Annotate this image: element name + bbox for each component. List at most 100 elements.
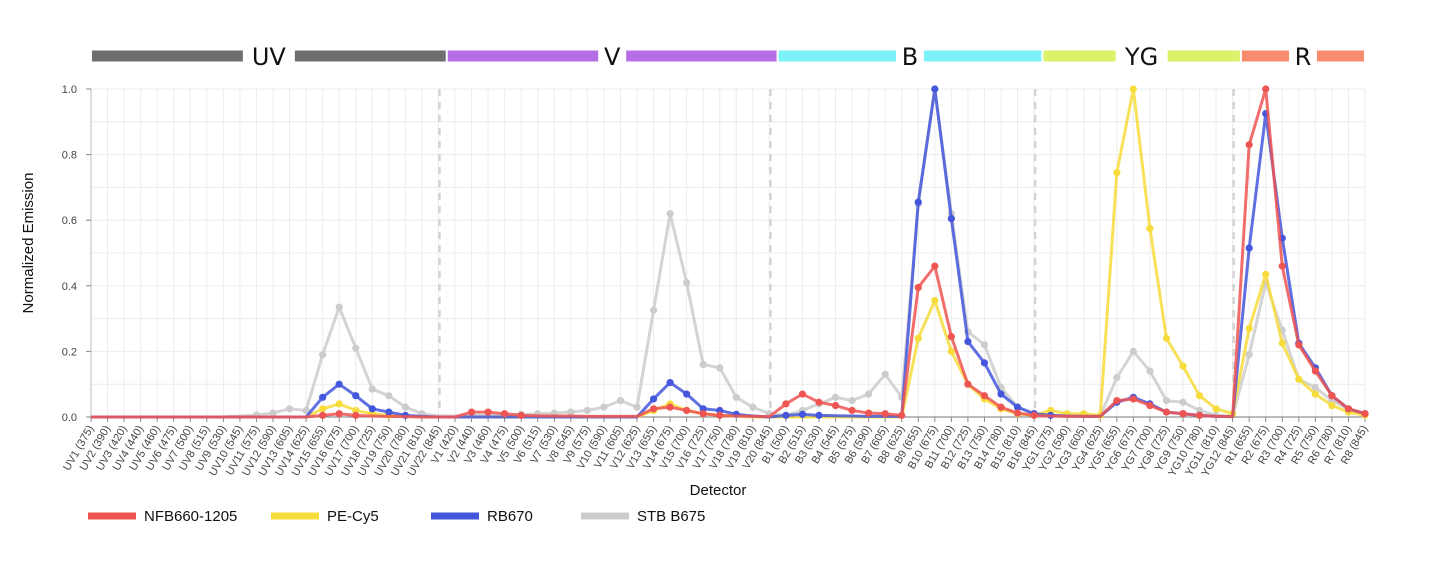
data-point-nfb660-1205: [914, 283, 922, 292]
data-point-stb-b675: [401, 403, 409, 411]
data-point-stb-b675: [1245, 351, 1253, 359]
data-point-nfb660-1205: [699, 410, 707, 418]
data-point-nfb660-1205: [1328, 392, 1336, 400]
data-point-nfb660-1205: [666, 403, 674, 411]
data-point-nfb660-1205: [898, 411, 906, 419]
data-point-pe-cy5: [1179, 362, 1187, 370]
laser-label-v: V: [604, 43, 621, 71]
data-point-nfb660-1205: [517, 411, 525, 419]
data-point-pe-cy5: [1047, 406, 1055, 415]
data-point-pe-cy5: [1162, 334, 1171, 342]
data-point-pe-cy5: [1328, 401, 1336, 410]
data-point-rb670: [368, 405, 376, 413]
data-point-nfb660-1205: [484, 408, 492, 416]
data-point-rb670: [1245, 244, 1253, 252]
data-point-nfb660-1205: [1245, 141, 1253, 149]
data-point-nfb660-1205: [319, 411, 327, 419]
data-point-nfb660-1205: [1113, 397, 1121, 405]
legend-item-rb670: RB670: [431, 508, 533, 525]
data-point-rb670: [699, 405, 707, 413]
data-point-stb-b675: [633, 403, 641, 411]
data-point-nfb660-1205: [1162, 408, 1171, 416]
data-point-stb-b675: [385, 392, 393, 400]
data-point-nfb660-1205: [1295, 341, 1303, 349]
laser-label-r: R: [1295, 43, 1312, 71]
data-point-pe-cy5: [1311, 390, 1319, 398]
data-point-pe-cy5: [1113, 169, 1121, 177]
data-point-pe-cy5: [335, 400, 343, 408]
data-point-stb-b675: [583, 406, 591, 415]
data-point-stb-b675: [865, 390, 873, 398]
data-point-rb670: [947, 214, 955, 223]
data-point-nfb660-1205: [1278, 262, 1286, 270]
data-point-stb-b675: [749, 403, 757, 411]
data-point-stb-b675: [683, 278, 691, 287]
series-stb-b675: [91, 85, 1369, 419]
legend-item-stb-b675: STB B675: [581, 508, 705, 525]
data-point-stb-b675: [1146, 367, 1154, 375]
data-point-stb-b675: [831, 393, 840, 401]
y-tick-label: 0.6: [62, 215, 77, 227]
data-point-pe-cy5: [931, 296, 939, 305]
data-point-stb-b675: [1195, 406, 1204, 415]
data-point-nfb660-1205: [716, 411, 724, 419]
data-point-nfb660-1205: [815, 398, 823, 406]
data-point-pe-cy5: [1195, 392, 1204, 400]
laser-label-b: B: [902, 43, 918, 71]
series-group: [91, 85, 1369, 419]
data-point-stb-b675: [1113, 374, 1121, 382]
data-point-nfb660-1205: [1013, 409, 1022, 417]
data-point-pe-cy5: [1212, 405, 1220, 413]
data-point-rb670: [649, 395, 658, 403]
data-point-nfb660-1205: [865, 409, 873, 417]
series-nfb660-1205: [91, 85, 1369, 419]
data-point-stb-b675: [1179, 398, 1187, 406]
data-point-rb670: [319, 393, 327, 401]
y-tick-label: 0.2: [62, 346, 77, 358]
data-point-pe-cy5: [352, 406, 360, 415]
data-point-rb670: [1013, 403, 1022, 411]
data-point-rb670: [980, 359, 989, 367]
data-point-nfb660-1205: [352, 411, 360, 419]
legend-item-pe-cy5: PE-Cy5: [271, 508, 379, 525]
legend-label-nfb660-1205: NFB660-1205: [144, 508, 237, 525]
data-point-pe-cy5: [1278, 339, 1286, 347]
laser-bar: UV V B YG R: [92, 43, 1364, 71]
data-point-stb-b675: [649, 306, 658, 314]
data-point-pe-cy5: [1129, 85, 1137, 93]
data-point-rb670: [716, 406, 724, 415]
data-point-nfb660-1205: [1311, 367, 1319, 375]
series-rb670: [91, 85, 1369, 419]
data-point-rb670: [815, 411, 823, 419]
legend: NFB660-1205 PE-Cy5 RB670 STB B675: [88, 508, 705, 525]
data-point-stb-b675: [335, 303, 343, 311]
data-point-nfb660-1205: [1262, 85, 1270, 93]
data-point-nfb660-1205: [881, 410, 889, 418]
series-pe-cy5: [91, 85, 1369, 419]
y-axis-title: Normalized Emission: [20, 173, 37, 314]
data-point-pe-cy5: [319, 405, 327, 413]
x-axis-title: Detector: [690, 482, 747, 499]
data-point-stb-b675: [567, 408, 575, 416]
legend-label-rb670: RB670: [487, 508, 533, 525]
data-point-nfb660-1205: [980, 392, 989, 400]
data-point-stb-b675: [1162, 397, 1171, 405]
legend-item-nfb660-1205: NFB660-1205: [88, 508, 237, 525]
data-point-stb-b675: [980, 341, 989, 349]
data-point-pe-cy5: [1295, 375, 1303, 383]
data-point-rb670: [352, 392, 360, 400]
legend-label-stb-b675: STB B675: [637, 508, 705, 525]
data-point-stb-b675: [352, 344, 360, 352]
data-point-nfb660-1205: [798, 390, 807, 398]
data-point-pe-cy5: [947, 347, 955, 355]
data-point-pe-cy5: [1245, 324, 1253, 333]
legend-label-pe-cy5: PE-Cy5: [327, 508, 379, 525]
y-tick-label: 0.0: [62, 412, 77, 424]
data-point-nfb660-1205: [1146, 401, 1154, 410]
data-point-stb-b675: [368, 385, 376, 393]
data-point-nfb660-1205: [931, 262, 939, 270]
y-tick-label: 0.8: [62, 150, 77, 162]
data-point-stb-b675: [302, 406, 310, 415]
